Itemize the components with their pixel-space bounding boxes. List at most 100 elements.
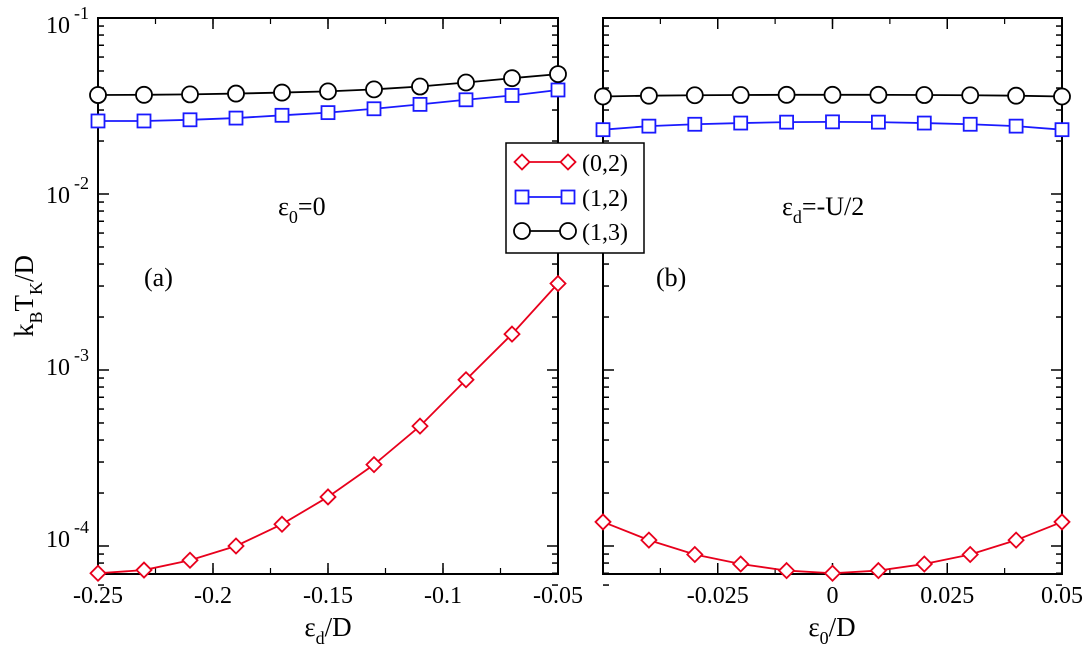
svg-text:10: 10 bbox=[46, 13, 70, 39]
data-point-1-0-4 bbox=[777, 561, 796, 580]
data-point-0-0-7 bbox=[411, 417, 429, 435]
y-tick-label-1: 10 -2 bbox=[46, 173, 89, 209]
data-point-0-0-6 bbox=[365, 455, 383, 474]
data-point-1-2-8 bbox=[961, 86, 980, 105]
y-axis-label: kBTK/D bbox=[9, 255, 46, 337]
data-point-1-1-10 bbox=[1054, 122, 1070, 138]
x-tick-label: -0.05 bbox=[533, 583, 583, 609]
data-point-1-1-1 bbox=[641, 118, 657, 134]
svg-text:10: 10 bbox=[46, 527, 70, 553]
data-point-0-1-6 bbox=[366, 101, 382, 117]
data-point-0-0-1 bbox=[135, 561, 153, 579]
legend-marker-1-b bbox=[560, 189, 576, 205]
x-tick-label: -0.2 bbox=[194, 583, 232, 609]
svg-text:-2: -2 bbox=[74, 173, 89, 193]
data-point-0-2-9 bbox=[503, 69, 521, 88]
x-axis-label-a: εd/D bbox=[304, 612, 351, 647]
data-point-0-0-0 bbox=[89, 564, 107, 583]
data-point-0-1-2 bbox=[182, 112, 198, 128]
data-point-1-2-5 bbox=[823, 85, 842, 104]
data-point-0-2-0 bbox=[89, 86, 107, 104]
panel-label-a: (a) bbox=[144, 263, 173, 292]
data-point-1-2-3 bbox=[731, 86, 750, 104]
data-point-0-0-5 bbox=[319, 488, 337, 506]
data-point-0-2-3 bbox=[227, 84, 245, 103]
y-tick-label-2: 10 -3 bbox=[46, 345, 89, 381]
data-point-1-1-3 bbox=[733, 115, 749, 131]
data-point-1-2-1 bbox=[640, 86, 658, 105]
data-point-1-0-7 bbox=[915, 555, 934, 573]
data-point-1-1-9 bbox=[1008, 118, 1024, 134]
data-point-1-1-8 bbox=[962, 116, 978, 132]
data-point-1-0-3 bbox=[731, 555, 750, 573]
data-point-0-0-9 bbox=[503, 325, 521, 343]
data-point-1-2-6 bbox=[869, 85, 888, 104]
data-point-1-0-2 bbox=[686, 545, 704, 564]
data-point-1-0-8 bbox=[961, 545, 979, 564]
annotation-b: εd=-U/2 bbox=[782, 192, 864, 227]
data-point-1-1-0 bbox=[595, 122, 611, 138]
data-point-1-0-5 bbox=[823, 564, 842, 583]
data-point-1-2-4 bbox=[777, 85, 796, 104]
data-point-0-2-2 bbox=[181, 85, 199, 104]
data-point-1-1-2 bbox=[687, 116, 703, 132]
series-layer bbox=[89, 65, 1071, 583]
svg-text:-4: -4 bbox=[74, 517, 89, 537]
legend-marker-0-b bbox=[559, 153, 577, 171]
legend-marker-0-a bbox=[513, 153, 531, 171]
annotation-a: ε0=0 bbox=[278, 192, 326, 227]
ticks-layer: -0.25 -0.2 -0.15 -0.1 -0.05 -0.025 0 0.025 0.05 bbox=[73, 17, 1083, 609]
data-point-0-1-5 bbox=[320, 105, 336, 121]
data-point-1-1-7 bbox=[916, 115, 932, 131]
data-point-0-1-0 bbox=[90, 113, 106, 129]
series-line-0-0 bbox=[97, 282, 559, 575]
data-point-0-1-4 bbox=[274, 107, 290, 123]
data-point-1-2-9 bbox=[1007, 86, 1025, 105]
data-point-0-2-7 bbox=[411, 77, 429, 96]
data-point-0-0-4 bbox=[273, 515, 291, 533]
data-point-0-2-4 bbox=[273, 83, 291, 102]
x-tick-label: -0.15 bbox=[303, 583, 353, 609]
data-point-0-1-3 bbox=[228, 110, 244, 126]
legend-label-0: (0,2) bbox=[582, 151, 628, 177]
svg-text:-1: -1 bbox=[74, 3, 89, 23]
data-point-0-1-9 bbox=[504, 88, 520, 103]
legend-marker-2-a bbox=[513, 222, 531, 240]
data-point-0-2-1 bbox=[135, 85, 153, 104]
panel-label-b: (b) bbox=[656, 263, 686, 292]
x-tick-label: 0.025 bbox=[920, 583, 974, 609]
x-tick-label: 0.05 bbox=[1041, 583, 1083, 609]
data-point-1-2-7 bbox=[915, 86, 934, 104]
data-point-0-2-6 bbox=[365, 80, 383, 99]
data-point-0-0-10 bbox=[549, 274, 567, 293]
x-tick-label: -0.25 bbox=[73, 583, 123, 609]
data-point-0-2-8 bbox=[457, 73, 475, 92]
data-point-0-2-10 bbox=[549, 65, 567, 84]
data-point-1-0-9 bbox=[1007, 531, 1025, 549]
svg-text:kBTK/D: kBTK/D bbox=[9, 255, 46, 337]
data-point-1-1-5 bbox=[825, 114, 840, 130]
data-point-0-1-8 bbox=[458, 92, 474, 108]
data-point-1-0-10 bbox=[1053, 513, 1071, 531]
legend-marker-2-b bbox=[559, 222, 577, 240]
data-point-0-0-3 bbox=[227, 537, 245, 555]
data-point-1-2-0 bbox=[594, 87, 612, 106]
x-tick-label: -0.025 bbox=[687, 583, 749, 609]
data-point-1-2-2 bbox=[685, 86, 704, 105]
svg-text:10: 10 bbox=[46, 355, 70, 381]
data-point-0-2-5 bbox=[319, 82, 337, 101]
legend: (0,2) (1,2) (1,3) bbox=[505, 142, 645, 254]
legend-label-1: (1,2) bbox=[582, 186, 628, 212]
x-tick-label: 0 bbox=[827, 583, 839, 609]
data-point-0-0-8 bbox=[457, 370, 475, 389]
legend-swatches bbox=[513, 153, 577, 240]
x-axis-label-b: ε0/D bbox=[808, 612, 855, 647]
data-point-0-1-7 bbox=[412, 96, 428, 112]
data-point-1-1-6 bbox=[871, 114, 886, 130]
data-point-1-0-6 bbox=[869, 561, 888, 580]
data-point-1-2-10 bbox=[1053, 87, 1071, 106]
data-point-1-0-1 bbox=[640, 531, 658, 549]
data-point-1-1-4 bbox=[779, 114, 794, 130]
data-point-0-1-10 bbox=[550, 82, 566, 98]
